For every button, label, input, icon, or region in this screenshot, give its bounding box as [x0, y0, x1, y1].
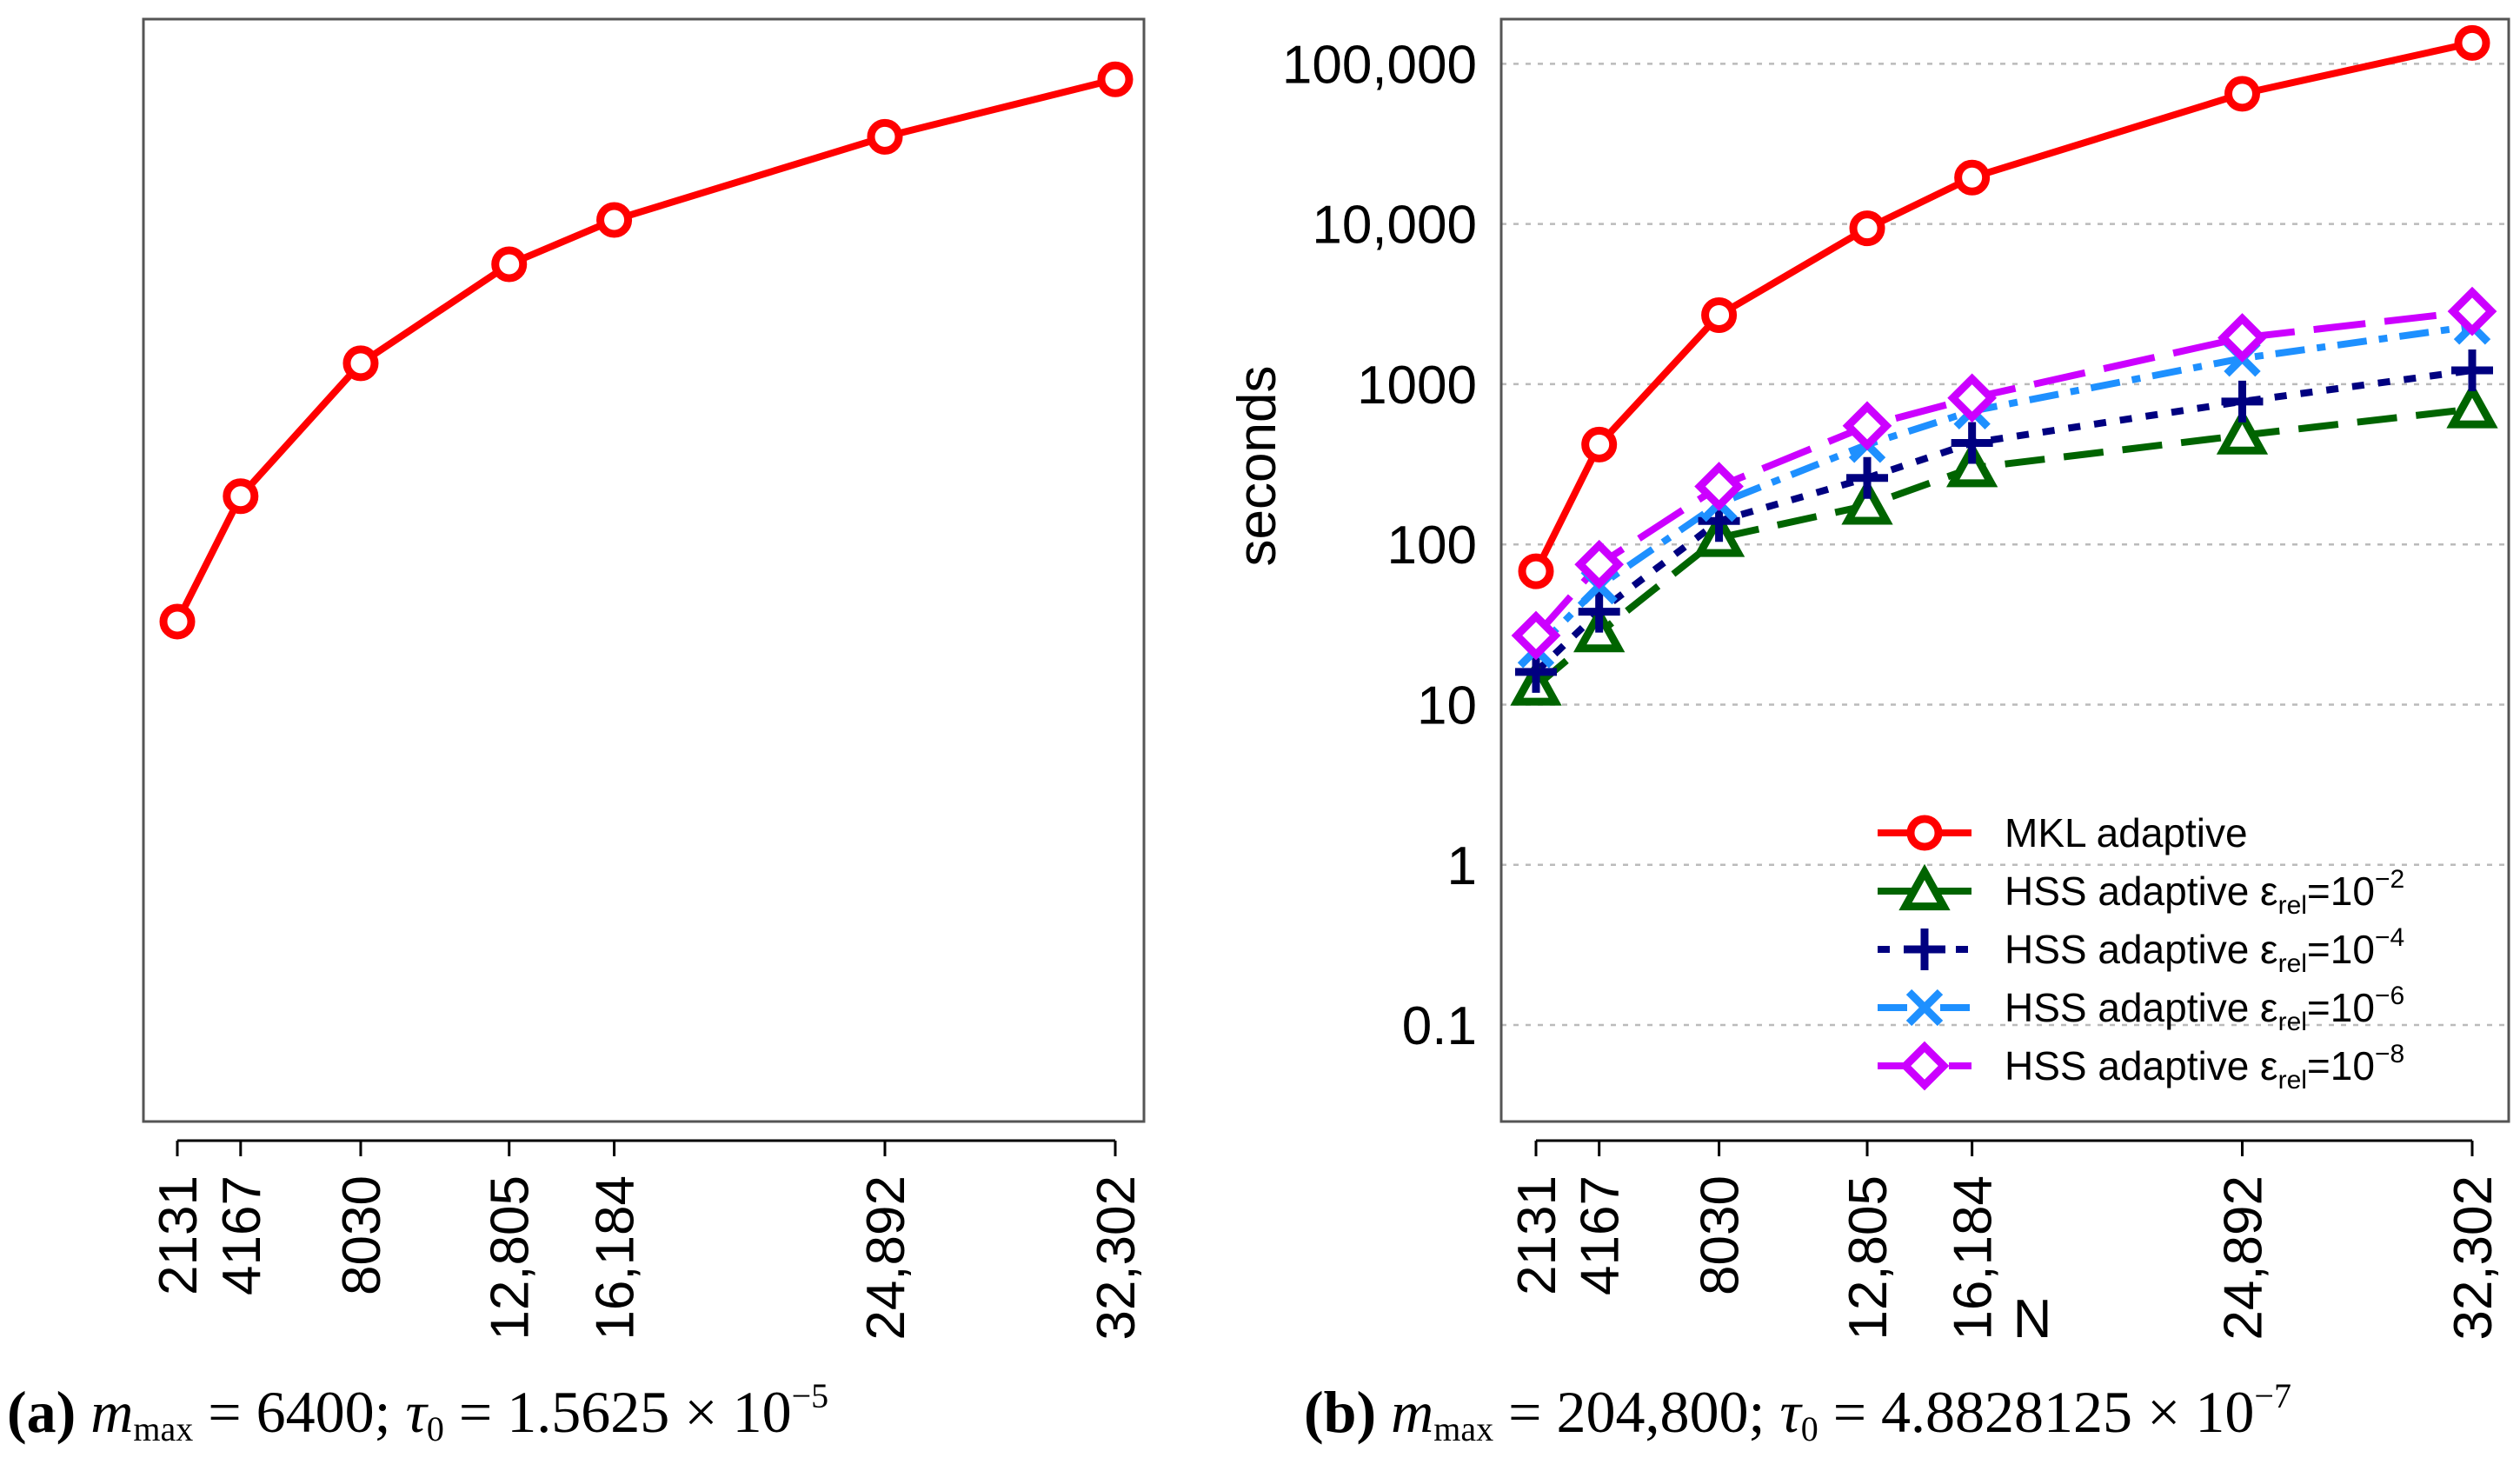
panel-b-series-1-point	[2446, 382, 2498, 429]
panel-b-series-4-point	[1511, 610, 1561, 661]
caption-a-letter: (a)	[7, 1379, 76, 1445]
panel-b-series-0-point	[1954, 159, 1991, 196]
panel-a-x-tick-label: 24,892	[856, 1175, 916, 1341]
legend-item-4-marker	[1899, 1041, 1950, 1091]
panel-a-series-0-point	[159, 603, 196, 640]
caption-b-tau-value: = 4.8828125 × 10	[1818, 1379, 2255, 1445]
panel-b-series-4-point	[2447, 286, 2497, 336]
caption-a-tau-exp: −5	[791, 1376, 829, 1415]
panel-b-series-2-point	[2221, 380, 2264, 423]
panel-b-series-0-point	[1849, 210, 1885, 247]
panel-b-x-tick-label: 32,302	[2444, 1175, 2503, 1341]
caption-b: (b) mmax = 204,800; τ0 = 4.8828125 × 10−…	[1304, 1375, 2291, 1449]
caption-b-tau-sub: 0	[1800, 1409, 1819, 1448]
caption-a-tau-value: = 1.5625 × 10	[443, 1379, 792, 1445]
panel-b-series-1-point	[2216, 408, 2269, 455]
panel-b-frame	[1499, 17, 2510, 1123]
caption-a-m-symbol: m	[90, 1379, 134, 1445]
legend-item-3-label: HSS adaptive εrel=10−6	[2005, 982, 2404, 1036]
panel-b-y-tick-label: 1	[1447, 836, 1477, 896]
legend-item-1-label: HSS adaptive εrel=10−2	[2005, 865, 2404, 920]
caption-b-m-sub: max	[1433, 1409, 1494, 1448]
panel-a-series-0-point	[342, 345, 379, 382]
panel-b-x-tick-label: 4167	[1571, 1175, 1631, 1295]
caption-b-letter: (b)	[1304, 1379, 1377, 1445]
panel-a-x-tick-label: 12,805	[481, 1175, 541, 1341]
panel-b-series-0-point	[1701, 296, 1738, 333]
panel-b-series-1-point	[1841, 478, 1893, 525]
legend-item-2-label: HSS adaptive εrel=10−4	[2005, 923, 2404, 978]
legend-item-0-marker	[1906, 815, 1943, 851]
panel-b-y-tick-label: 10,000	[1312, 196, 1477, 256]
legend-item-2-marker	[1904, 929, 1945, 970]
legend-item-4-label: HSS adaptive εrel=10−8	[2005, 1040, 2404, 1095]
panel-b-x-tick-label: 12,805	[1838, 1175, 1898, 1341]
panel-a-x-tick-label: 2131	[149, 1175, 209, 1295]
panel-b-x-tick-label: 2131	[1507, 1175, 1567, 1295]
panel-b-series-4-point	[1947, 373, 1998, 423]
panel-b-x-axis-title: N	[2013, 1289, 2052, 1349]
legend-item-1-marker	[1898, 863, 1951, 911]
caption-a-m-value: = 6400;	[193, 1379, 406, 1445]
caption-b-tau-exp: −7	[2254, 1376, 2291, 1415]
legend-item-0-label: MKL adaptive	[2005, 810, 2248, 855]
panel-a-series-0-point	[491, 246, 528, 283]
panel-a-series-0-point	[596, 202, 633, 238]
caption-a-m-sub: max	[133, 1409, 194, 1448]
panel-b-series-0-point	[1518, 553, 1554, 589]
panel-b-series-2-point	[1951, 422, 1993, 464]
panel-b-series-0-point	[2454, 24, 2490, 61]
caption-b-tau-symbol: τ	[1779, 1379, 1801, 1445]
panel-b-series-2-point	[2451, 349, 2493, 392]
panel-b-series-1-line	[1533, 405, 2473, 689]
caption-a: (a) mmax = 6400; τ0 = 1.5625 × 10−5	[7, 1375, 828, 1449]
panel-b-series-4-point	[1842, 401, 1892, 451]
panel-b-series-2-point	[1846, 456, 1889, 499]
panel-a-x-tick-label: 4167	[212, 1175, 272, 1295]
panel-b-series-0-line	[1533, 39, 2473, 573]
panel-b-series-1-point	[1945, 441, 1998, 488]
panel-a-x-tick-label: 8030	[332, 1175, 392, 1295]
panel-a-series-0-point	[867, 118, 903, 155]
panel-b-x-tick-label: 16,184	[1944, 1175, 2004, 1341]
panel-b-series-0-point	[2224, 76, 2260, 112]
panel-b-series-2-point	[1578, 590, 1620, 633]
caption-b-m-symbol: m	[1391, 1379, 1434, 1445]
panel-b-x-tick-label: 8030	[1691, 1175, 1751, 1295]
caption-b-m-value: = 204,800;	[1493, 1379, 1780, 1445]
caption-a-tau-sub: 0	[426, 1409, 444, 1448]
panel-a-series-0-point	[1097, 61, 1134, 97]
panel-b-series-4-point	[1574, 539, 1625, 589]
panel-b-y-tick-label: 100,000	[1282, 35, 1477, 95]
panel-b-y-tick-label: 0.1	[1402, 996, 1477, 1056]
panel-a-x-tick-label: 16,184	[586, 1175, 646, 1341]
panel-a-x-tick-label: 32,302	[1087, 1175, 1147, 1341]
panel-b-x-tick-label: 24,892	[2213, 1175, 2273, 1341]
panel-b-y-tick-label: 10	[1417, 676, 1477, 736]
panel-b-series-3-line	[1533, 323, 2473, 653]
legend-item-3-marker	[1905, 988, 1944, 1027]
panel-b-series-4-point	[2217, 313, 2267, 363]
panel-a-series-0-line	[174, 76, 1116, 623]
panel-b-series-0-point	[1581, 426, 1618, 463]
panel-b-series-4-point	[1694, 462, 1744, 511]
panel-a-frame	[142, 17, 1146, 1123]
panel-b-y-tick-label: 1000	[1357, 356, 1477, 416]
panel-a: 2131 4167 8030 12,805 16,184 24,892 32,302	[142, 17, 1147, 1341]
caption-a-tau-symbol: τ	[405, 1379, 427, 1445]
panel-a-series-0-point	[223, 478, 259, 515]
panel-b-y-tick-label: 100	[1387, 516, 1477, 576]
panel-b-series-2-line	[1533, 367, 2473, 675]
panel-b-y-axis-title: seconds	[1227, 366, 1287, 567]
panel-b: 0.1 1 10 100 1000 10,000 100,000 2131 4167 8030 12…	[1227, 17, 2510, 1349]
